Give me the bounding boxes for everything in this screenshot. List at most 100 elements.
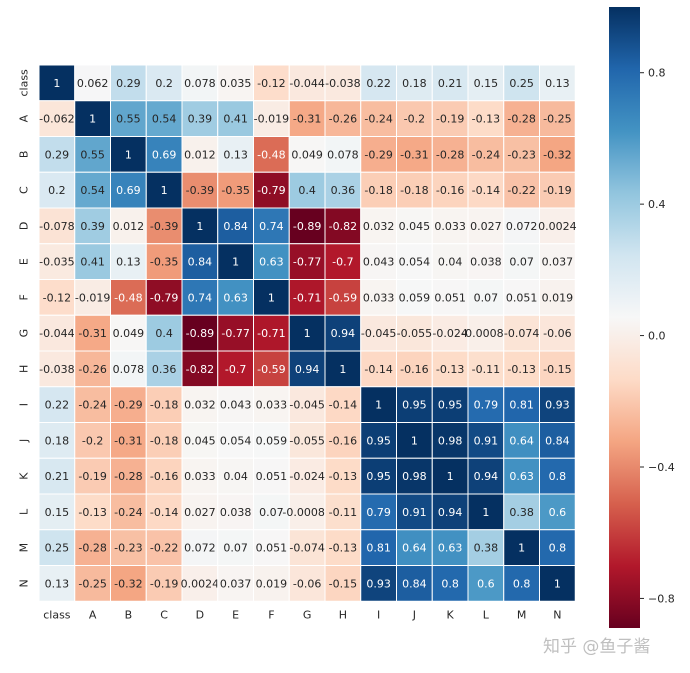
heatmap-cell xyxy=(145,386,183,423)
heatmap-cell-label: 0.8 xyxy=(549,542,567,555)
heatmap-cell-label: 1 xyxy=(339,363,346,376)
heatmap-cell-label: 0.019 xyxy=(256,577,288,590)
heatmap-cell-label: -0.078 xyxy=(39,220,74,233)
heatmap-cell xyxy=(360,493,397,531)
heatmap-cell-label: -0.00081 xyxy=(282,506,331,519)
heatmap-cell-label: 0.2 xyxy=(155,77,173,90)
heatmap-cell-label: -0.2 xyxy=(82,434,103,447)
heatmap-cell xyxy=(539,529,576,566)
heatmap-cell-label: -0.71 xyxy=(257,327,285,340)
heatmap-cell xyxy=(74,171,111,209)
heatmap-cell-label: -0.28 xyxy=(78,542,106,555)
heatmap-cell xyxy=(539,207,576,245)
heatmap-cell-label: 0.037 xyxy=(542,256,574,269)
heatmap-cell xyxy=(110,350,147,388)
colorbar-tick-label: −0.4 xyxy=(648,461,675,474)
heatmap-cell-label: 0.032 xyxy=(363,220,395,233)
heatmap-cell xyxy=(217,136,254,173)
y-tick-label: J xyxy=(18,439,31,443)
heatmap-cell xyxy=(110,386,147,423)
heatmap-cell-label: 0.051 xyxy=(256,542,288,555)
heatmap-cell-label: 1 xyxy=(125,148,132,161)
heatmap-cell-label: 0.21 xyxy=(438,77,463,90)
y-tick-label: F xyxy=(18,294,31,300)
heatmap-cell-label: -0.18 xyxy=(400,184,428,197)
heatmap-cell-label: -0.11 xyxy=(472,363,500,376)
heatmap-cell xyxy=(288,350,326,388)
heatmap-cell xyxy=(38,565,76,602)
heatmap-cell-label: 0.049 xyxy=(291,148,323,161)
heatmap-cell-label: 1 xyxy=(268,291,275,304)
heatmap-cell-label: -0.7 xyxy=(332,256,353,269)
heatmap-cell-label: -0.82 xyxy=(329,220,357,233)
heatmap-cell-label: -0.31 xyxy=(114,434,142,447)
heatmap-cell-label: -0.13 xyxy=(472,113,500,126)
heatmap-cell-label: 0.55 xyxy=(116,113,141,126)
heatmap-cell xyxy=(539,565,576,602)
heatmap-cell xyxy=(324,350,362,388)
heatmap-cell-label: -0.23 xyxy=(507,148,535,161)
heatmap-cell xyxy=(539,314,576,352)
heatmap-cell-label: -0.06 xyxy=(543,327,571,340)
heatmap-cell xyxy=(74,243,111,280)
heatmap-cell xyxy=(288,64,326,102)
heatmap-cell-label: -0.14 xyxy=(150,506,178,519)
y-tick-label: class xyxy=(18,69,31,97)
heatmap-cell-label: 1 xyxy=(232,256,239,269)
heatmap-cell-label: 0.2 xyxy=(48,184,66,197)
heatmap-cell-label: -0.044 xyxy=(289,77,324,90)
heatmap-cell xyxy=(253,207,290,245)
heatmap-cell xyxy=(74,64,111,102)
heatmap-cell-label: -0.71 xyxy=(293,291,321,304)
heatmap-cell-label: 0.22 xyxy=(366,77,391,90)
heatmap-cell-label: 0.54 xyxy=(80,184,105,197)
heatmap-cell-label: 0.25 xyxy=(509,77,534,90)
heatmap-cell xyxy=(145,207,183,245)
heatmap-cell xyxy=(145,171,183,209)
heatmap-cell-label: -0.019 xyxy=(254,113,289,126)
heatmap-cell-label: 0.36 xyxy=(331,184,356,197)
heatmap-cell xyxy=(360,422,397,459)
heatmap-cell-label: 0.07 xyxy=(509,256,534,269)
heatmap-cell xyxy=(467,243,505,280)
heatmap-cell-label: -0.31 xyxy=(400,148,428,161)
heatmap-cell xyxy=(288,171,326,209)
heatmap-cell xyxy=(288,422,326,459)
heatmap-cell xyxy=(181,279,219,316)
heatmap-cell-label: -0.26 xyxy=(329,113,357,126)
x-axis-tick-labels: class A B C D E F G H I J K L M N xyxy=(43,608,561,621)
heatmap-cell xyxy=(145,565,183,602)
heatmap-cell-label: -0.15 xyxy=(543,363,571,376)
heatmap-cell-label: 0.36 xyxy=(152,363,177,376)
heatmap-cell xyxy=(467,207,505,245)
heatmap-cell-label: 1 xyxy=(196,220,203,233)
heatmap-cell xyxy=(396,350,433,388)
heatmap-cell xyxy=(539,350,576,388)
heatmap-cell xyxy=(431,64,469,102)
y-tick-label: E xyxy=(18,258,31,265)
watermark-text: 知乎 @鱼子酱 xyxy=(543,637,651,657)
heatmap-cell-label: 0.035 xyxy=(220,77,252,90)
heatmap-cell-label: 0.043 xyxy=(363,256,395,269)
heatmap-cell xyxy=(324,386,362,423)
heatmap-cell xyxy=(288,207,326,245)
heatmap-cell-label: -0.24 xyxy=(472,148,500,161)
heatmap-cell xyxy=(110,171,147,209)
heatmap-cell-label: 0.038 xyxy=(470,256,502,269)
heatmap-cell-label: -0.045 xyxy=(361,327,396,340)
heatmap-cell-label: -0.16 xyxy=(400,363,428,376)
heatmap-cell-label: 0.15 xyxy=(474,77,499,90)
heatmap-cell-label: -0.59 xyxy=(329,291,357,304)
heatmap-cell xyxy=(253,350,290,388)
heatmap-cell-label: 0.045 xyxy=(184,434,216,447)
heatmap-cell-label: 0.63 xyxy=(438,542,463,555)
heatmap-cell-label: 0.69 xyxy=(152,148,177,161)
y-tick-label: D xyxy=(18,222,31,230)
heatmap-cell xyxy=(38,100,76,137)
heatmap-cell-label: 0.94 xyxy=(438,506,463,519)
heatmap-cell xyxy=(110,243,147,280)
heatmap-cell-label: 0.054 xyxy=(399,256,431,269)
heatmap-cell-label: -0.00081 xyxy=(461,327,510,340)
heatmap-cell-label: 1 xyxy=(518,542,525,555)
